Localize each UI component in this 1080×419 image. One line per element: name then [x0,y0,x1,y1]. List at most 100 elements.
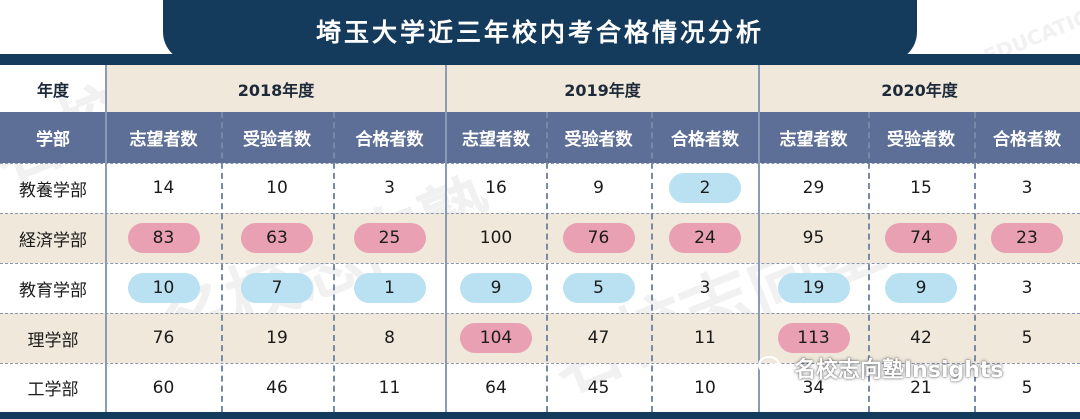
highlighted-value: 24 [669,223,741,253]
year-2018-header: 2018年度 [106,65,446,112]
highlighted-value: 2 [669,173,741,203]
table-cell: 5 [974,313,1080,363]
table-cell: 21 [868,363,974,412]
table-cell: 9 [446,263,546,313]
table-cell: 19 [221,313,333,363]
dept-name: 教養学部 [19,180,87,201]
metric-applicants-header: 志望者数 [462,130,530,150]
cell-value: 5 [1021,328,1033,348]
table-cell: 47 [546,313,651,363]
table-cell: 23 [974,213,1080,263]
table-row: 教育学部 10 7 1 9 5 3 19 9 3 [0,263,1080,313]
cell-value: 64 [485,377,507,398]
metric-passed-header: 合格者数 [355,130,424,150]
table-cell: 34 [759,363,868,412]
metric-passed-header: 合格者数 [993,130,1061,150]
table-cell: 3 [974,263,1080,313]
page-title: 埼玉大学近三年校内考合格情况分析 [315,18,764,47]
cell-value: 34 [802,377,825,398]
year-header-row: 年度 2018年度 2019年度 2020年度 [0,65,1080,112]
table-cell: 10 [106,263,221,313]
table-cell: 45 [546,363,651,412]
table-row: 理学部 76 19 8 104 47 11 113 42 5 [0,313,1080,363]
table-cell: 8 [333,313,446,363]
dept-label: 学部 [36,130,70,150]
wechat-signature: 名校志向塾Insights [758,352,1004,384]
metric-header-row: 学部 志望者数 受验者数 合格者数 志望者数 受验者数 合格者数 志望者数 受验… [0,112,1080,163]
table-cell: 83 [106,213,221,263]
table-cell: 19 [759,263,868,313]
cell-value: 47 [587,328,610,348]
table-cell: 42 [868,313,974,363]
cell-value: 10 [266,178,288,198]
table-row: 教養学部 14 10 3 16 9 2 29 15 3 [0,163,1080,213]
wechat-icon [758,356,787,379]
cell-value: 11 [694,328,716,348]
highlighted-value: 10 [127,273,200,303]
metric-examinees-header: 受验者数 [243,130,311,150]
bottom-divider [0,412,1080,419]
year-label: 年度 [36,80,69,100]
table-cell: 29 [759,163,868,213]
highlighted-value: 74 [885,223,957,253]
highlighted-value: 25 [353,223,426,253]
highlighted-value: 23 [991,223,1063,253]
table-cell: 7 [221,263,333,313]
cell-value: 100 [479,228,513,248]
highlighted-value: 9 [885,273,957,303]
cell-value: 16 [485,178,507,198]
cell-value: 3 [699,278,711,298]
table-cell: 74 [868,213,974,263]
table-cell: 24 [651,213,759,263]
cell-value: 14 [152,178,175,198]
table-cell: 16 [446,163,546,213]
cell-value: 29 [802,178,825,198]
cell-value: 42 [910,328,932,348]
table-cell: 9 [868,263,974,313]
cell-value: 3 [384,178,395,198]
table-cell: 104 [446,313,546,363]
metric-applicants-header: 志望者数 [779,130,848,150]
highlighted-value: 5 [562,273,635,303]
cell-value: 60 [152,377,175,398]
cell-value: 15 [910,178,932,198]
table-cell: 76 [546,213,651,263]
table-cell: 63 [221,213,333,263]
year-2020-header: 2020年度 [759,65,1080,112]
table-cell: 10 [221,163,333,213]
metric-examinees-header: 受验者数 [887,130,955,150]
dept-name: 工学部 [27,380,79,400]
highlighted-value: 76 [562,223,635,253]
metric-applicants-header: 志望者数 [129,130,198,150]
table-row: 工学部 60 46 11 64 45 10 34 21 5 [0,363,1080,412]
cell-value: 45 [587,377,610,398]
highlighted-value: 83 [127,223,200,253]
table-cell: 5 [546,263,651,313]
table-cell: 11 [651,313,759,363]
cell-value: 5 [1021,377,1033,398]
highlighted-value: 1 [353,273,426,303]
highlighted-value: 104 [460,323,532,353]
table-cell: 95 [759,213,868,263]
table-cell: 2 [651,163,759,213]
table-cell: 3 [974,163,1080,213]
table-cell: 1 [333,263,446,313]
cell-value: 10 [694,377,716,398]
table-cell: 15 [868,163,974,213]
cell-value: 19 [266,328,288,348]
table-cell: 76 [106,313,221,363]
cell-value: 3 [1021,278,1033,298]
dept-name: 理学部 [27,330,79,351]
table-cell: 46 [221,363,333,412]
cell-value: 9 [593,178,604,198]
cell-value: 21 [910,377,932,398]
dept-name: 経済学部 [19,230,87,251]
cell-value: 46 [266,377,288,398]
table-row: 経済学部 83 63 25 100 76 24 95 74 23 [0,213,1080,263]
table-cell: 14 [106,163,221,213]
title-banner: 埼玉大学近三年校内考合格情况分析 [163,0,917,62]
cell-value: 3 [1021,178,1033,198]
highlighted-value: 9 [460,273,532,303]
table-cell: 3 [333,163,446,213]
table-cell: 60 [106,363,221,412]
